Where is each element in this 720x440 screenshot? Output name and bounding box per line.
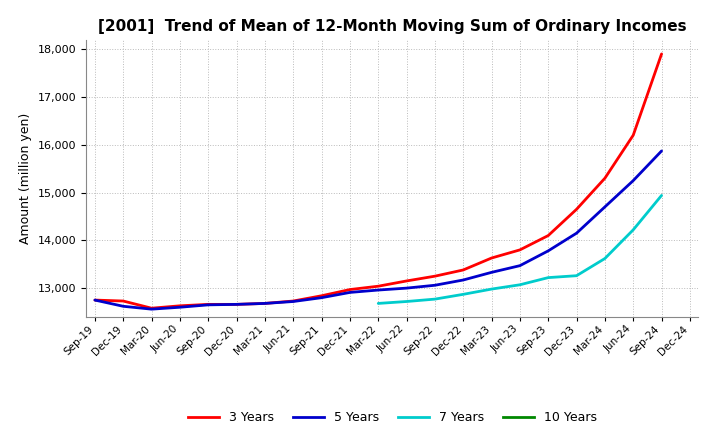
Title: [2001]  Trend of Mean of 12-Month Moving Sum of Ordinary Incomes: [2001] Trend of Mean of 12-Month Moving …: [98, 19, 687, 34]
Legend: 3 Years, 5 Years, 7 Years, 10 Years: 3 Years, 5 Years, 7 Years, 10 Years: [183, 406, 602, 429]
Y-axis label: Amount (million yen): Amount (million yen): [19, 113, 32, 244]
